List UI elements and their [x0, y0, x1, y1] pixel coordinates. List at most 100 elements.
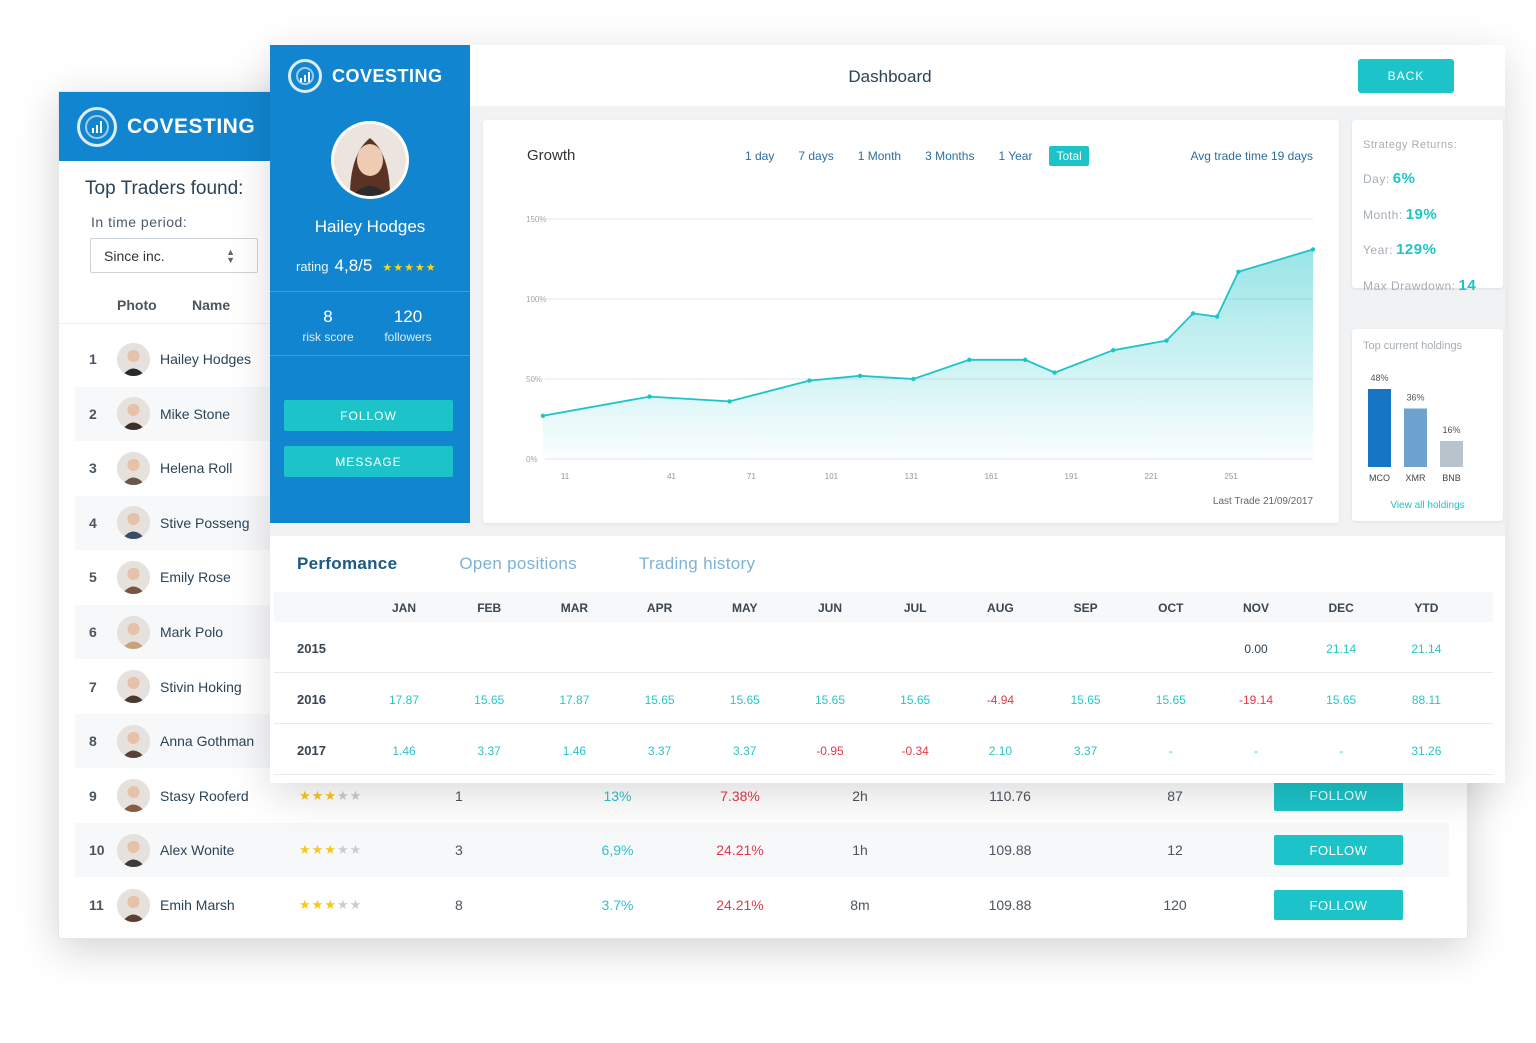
avatar — [117, 615, 150, 649]
avatar — [117, 779, 150, 813]
range-tab[interactable]: 7 days — [798, 149, 834, 163]
holding-bar — [1368, 389, 1391, 467]
growth-chart: 0% 50% 100% 150% 11 41 71 101 131 161 191 221 251 — [526, 215, 1316, 481]
holding-bar — [1440, 441, 1463, 467]
performance-cell: -0.95 — [816, 744, 844, 758]
dashboard-window: COVESTING Hailey Hodges rating 4,8/5 — [270, 45, 1505, 783]
message-button[interactable]: MESSAGE — [284, 446, 453, 477]
trader-name[interactable]: Emih Marsh — [160, 897, 235, 913]
avatar — [117, 724, 150, 758]
performance-cell: 3.37 — [733, 744, 757, 758]
trader-stat-c5: 110.76 — [989, 787, 1031, 804]
trader-name[interactable]: Mark Polo — [160, 624, 224, 640]
performance-cell: 31.26 — [1411, 744, 1442, 758]
avg-trade-time: Avg trade time 19 days — [1190, 149, 1313, 163]
follow-button[interactable]: FOLLOW — [1274, 780, 1403, 811]
trader-name[interactable]: Anna Gothman — [160, 733, 255, 750]
range-tab[interactable]: 3 Months — [925, 149, 975, 163]
trader-name[interactable]: Helena Roll — [160, 460, 233, 477]
table-row[interactable]: 11 Emih Marsh ★★★★★ 8 3.7% 24.21% 8m 109.88 120 F… — [75, 878, 1449, 932]
star-icon: ★ — [349, 897, 363, 912]
risk-score-stat: 8 risk score — [298, 307, 358, 344]
trader-stat-c3: 7.38% — [720, 787, 760, 804]
star-icon: ★ — [349, 842, 363, 858]
trader-stat-c4: 1h — [852, 842, 868, 859]
avatar — [117, 342, 150, 376]
holdings-title: Top current holdings — [1363, 340, 1463, 352]
tab-trading-history[interactable]: Trading history — [638, 554, 756, 573]
view-all-holdings-link[interactable]: View all holdings — [1390, 500, 1465, 511]
table-row: 2017 1.46 3.37 1.46 3.37 3.37 -0.95 -0.34 2.10 3.… — [274, 724, 1493, 775]
return-year: Year: 129% — [1363, 241, 1436, 258]
risk-score-value: 8 — [323, 307, 333, 326]
trader-rank: 6 — [89, 624, 97, 640]
performance-cell: 15.65 — [1155, 693, 1186, 707]
range-tab[interactable]: 1 Year — [998, 149, 1033, 163]
trader-stat-c6: 87 — [1167, 787, 1183, 804]
follow-button[interactable]: FOLLOW — [1274, 835, 1403, 866]
tab-open-positions[interactable]: Open positions — [459, 554, 577, 573]
trader-name[interactable]: Hailey Hodges — [160, 351, 252, 367]
range-tab[interactable]: 1 Month — [857, 149, 902, 163]
return-month: Month: 19% — [1363, 206, 1437, 223]
holding-category-label: BNB — [1442, 473, 1461, 483]
table-row[interactable]: 1 Hailey Hodges — [75, 332, 1449, 386]
rating-stars-icon: ★★★★★ — [299, 842, 362, 858]
avatar — [117, 670, 150, 704]
top-bar: Dashboard BACK — [470, 45, 1505, 106]
x-tick-label: 221 — [1144, 472, 1158, 481]
trader-rank: 11 — [89, 897, 104, 913]
star-icon: ★ — [311, 897, 325, 912]
trader-stat-c1: 8 — [455, 897, 463, 913]
month-header: SEP — [1073, 601, 1098, 615]
y-tick-label: 50% — [526, 375, 542, 384]
time-period-select[interactable]: Since inc. ▲ ▼ — [90, 238, 258, 273]
month-header: APR — [646, 601, 673, 615]
trader-name[interactable]: Alex Wonite — [160, 842, 235, 859]
tab-performance[interactable]: Perfomance — [297, 554, 398, 573]
table-row[interactable]: 10 Alex Wonite ★★★★★ 3 6,9% 24.21% 1h 109.88 12 F… — [75, 823, 1449, 878]
strategy-returns-card: Strategy Returns: Day: 6% Month: 19% Year:… — [1352, 120, 1503, 294]
return-year-label: Year: — [1363, 243, 1394, 257]
trader-name[interactable]: Stivin Hoking — [160, 678, 242, 695]
avatar — [117, 506, 150, 540]
return-month-value: 19% — [1405, 206, 1438, 223]
chart-title: Growth — [527, 147, 576, 164]
month-header: OCT — [1158, 601, 1184, 615]
back-button[interactable]: BACK — [1358, 59, 1454, 93]
last-trade-date: Last Trade 21/09/2017 — [1212, 496, 1313, 507]
return-day: Day: 6% — [1363, 170, 1415, 187]
follow-button[interactable]: FOLLOW — [1274, 890, 1403, 920]
performance-cell: 3.37 — [477, 744, 501, 758]
avatar — [117, 451, 150, 485]
table-row[interactable]: 5 Emily Rose — [75, 550, 1449, 604]
return-day-value: 6% — [1392, 170, 1416, 187]
table-row[interactable]: 7 Stivin Hoking — [75, 660, 1449, 714]
x-tick-label: 11 — [561, 472, 570, 481]
performance-tabs: Perfomance Open positions Trading history — [297, 554, 817, 574]
follow-button[interactable]: FOLLOW — [284, 400, 453, 431]
trader-rank: 5 — [89, 569, 97, 586]
growth-point — [911, 376, 916, 382]
range-tab[interactable]: Total — [1049, 146, 1089, 166]
table-row[interactable]: 3 Helena Roll — [75, 441, 1449, 495]
growth-point — [540, 413, 546, 418]
star-icon: ★ — [311, 842, 325, 858]
avatar — [117, 888, 150, 922]
avatar — [117, 397, 150, 431]
trader-name[interactable]: Stive Posseng — [160, 514, 250, 531]
trader-name: Hailey Hodges — [314, 217, 426, 236]
month-header: JUL — [903, 601, 927, 615]
page-title: Top Traders found: — [85, 178, 244, 199]
table-row[interactable]: 9 Stasy Rooferd ★★★★★ 1 13% 7.38% 2h 110.76 87 FO… — [75, 769, 1449, 823]
col-name-header: Name — [192, 297, 231, 313]
trader-name[interactable]: Stasy Rooferd — [160, 787, 249, 804]
page-title: Dashboard — [848, 67, 932, 86]
trader-name[interactable]: Emily Rose — [160, 569, 231, 586]
performance-cell: 21.14 — [1326, 642, 1357, 656]
growth-point — [857, 373, 863, 378]
trader-rank: 1 — [89, 351, 97, 367]
star-icon: ★ — [299, 842, 312, 858]
trader-name[interactable]: Mike Stone — [160, 405, 231, 422]
range-tab[interactable]: 1 day — [745, 149, 775, 163]
